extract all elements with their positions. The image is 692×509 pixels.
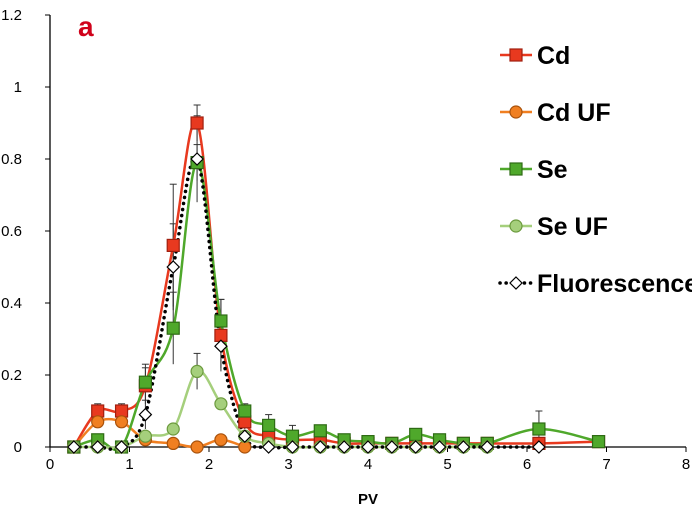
legend-se-label: Se: [537, 156, 568, 184]
cd-point: [166, 238, 180, 252]
fluorescence-point: [261, 440, 276, 454]
fluorescence-point: [432, 440, 447, 454]
x-tick-labels: 0 1 2 3 4 5 6 7 8: [46, 447, 690, 473]
fluorescence-point: [361, 440, 375, 454]
panel-label: a: [78, 11, 94, 42]
legend-fluorescence-label: Fluorescence: [537, 270, 692, 298]
fluorescence-point: [480, 440, 495, 454]
se-point: [409, 427, 423, 441]
cd-line: [72, 120, 599, 448]
legend-se-uf-swatch-marker: [509, 219, 523, 233]
se-point: [532, 422, 546, 436]
se-uf-point: [138, 429, 152, 443]
fluorescence-point: [532, 440, 546, 454]
fluorescence-point: [237, 429, 252, 444]
fluorescence-point: [408, 440, 423, 454]
y-tick-label: 1.2: [1, 7, 22, 24]
fluorescence-point: [90, 440, 105, 454]
fluorescence-point: [166, 260, 181, 274]
se-point: [591, 435, 606, 449]
y-tick-labels: 0 0.2 0.4 0.6 0.8 1 1.2: [1, 7, 50, 456]
se-uf-point: [214, 397, 228, 411]
y-tick-label: 0: [14, 439, 22, 456]
se-uf-point: [166, 422, 180, 436]
fluorescence-point: [456, 440, 471, 454]
legend-cd-swatch-marker: [509, 48, 523, 62]
fluorescence-point: [285, 440, 300, 454]
x-tick-label: 5: [443, 456, 451, 473]
y-tick-label: 0.8: [1, 151, 22, 168]
cd-uf-point: [114, 415, 129, 429]
fluorescence-point: [190, 152, 204, 166]
y-tick-label: 0.2: [1, 367, 22, 384]
legend-cd-label: Cd: [537, 42, 570, 70]
cd-uf-point: [214, 433, 228, 447]
x-tick-label: 1: [125, 456, 133, 473]
x-tick-label: 6: [523, 456, 531, 473]
se-line: [73, 161, 599, 452]
se-point: [166, 321, 180, 335]
se-point: [262, 418, 276, 432]
cd-uf-point: [166, 436, 180, 450]
legend-cd-uf-label: Cd UF: [537, 99, 611, 127]
legend-se-swatch-marker: [509, 162, 523, 176]
y-tick-label: 0.6: [1, 223, 22, 240]
fluorescence-point: [337, 440, 351, 454]
fluorescence-point: [214, 339, 228, 354]
cd-uf-point: [91, 415, 105, 429]
fluorescence-point: [67, 440, 81, 454]
x-tick-label: 4: [364, 456, 372, 473]
se-point: [138, 375, 152, 389]
fluorescence-point: [114, 440, 129, 454]
fluorescence-line: [72, 155, 541, 452]
x-tick-label: 8: [682, 456, 690, 473]
fluorescence-point: [313, 440, 328, 454]
se-point: [238, 404, 252, 418]
se-uf-point: [190, 364, 204, 378]
x-tick-label: 3: [284, 456, 292, 473]
error-bars: [94, 104, 543, 447]
x-tick-label: 7: [602, 456, 610, 473]
x-tick-label: 2: [205, 456, 213, 473]
cd-uf-point: [190, 440, 204, 454]
y-tick-label: 1: [14, 79, 22, 96]
legend-se-uf-label: Se UF: [537, 213, 608, 241]
legend-cd-uf-swatch-marker: [509, 105, 523, 119]
series-markers: [67, 116, 606, 454]
x-axis-title: PV: [358, 491, 378, 508]
y-tick-label: 0.4: [1, 295, 22, 312]
legend-fluorescence-swatch-marker: [509, 276, 523, 290]
fluorescence-point: [385, 440, 399, 454]
fluorescence-point: [138, 407, 153, 422]
se-point: [214, 314, 228, 328]
legend: Cd Cd UF Se Se UF Fluorescence: [498, 42, 692, 298]
se-point: [313, 424, 327, 438]
x-tick-label: 0: [46, 456, 54, 473]
cd-point: [190, 116, 204, 130]
